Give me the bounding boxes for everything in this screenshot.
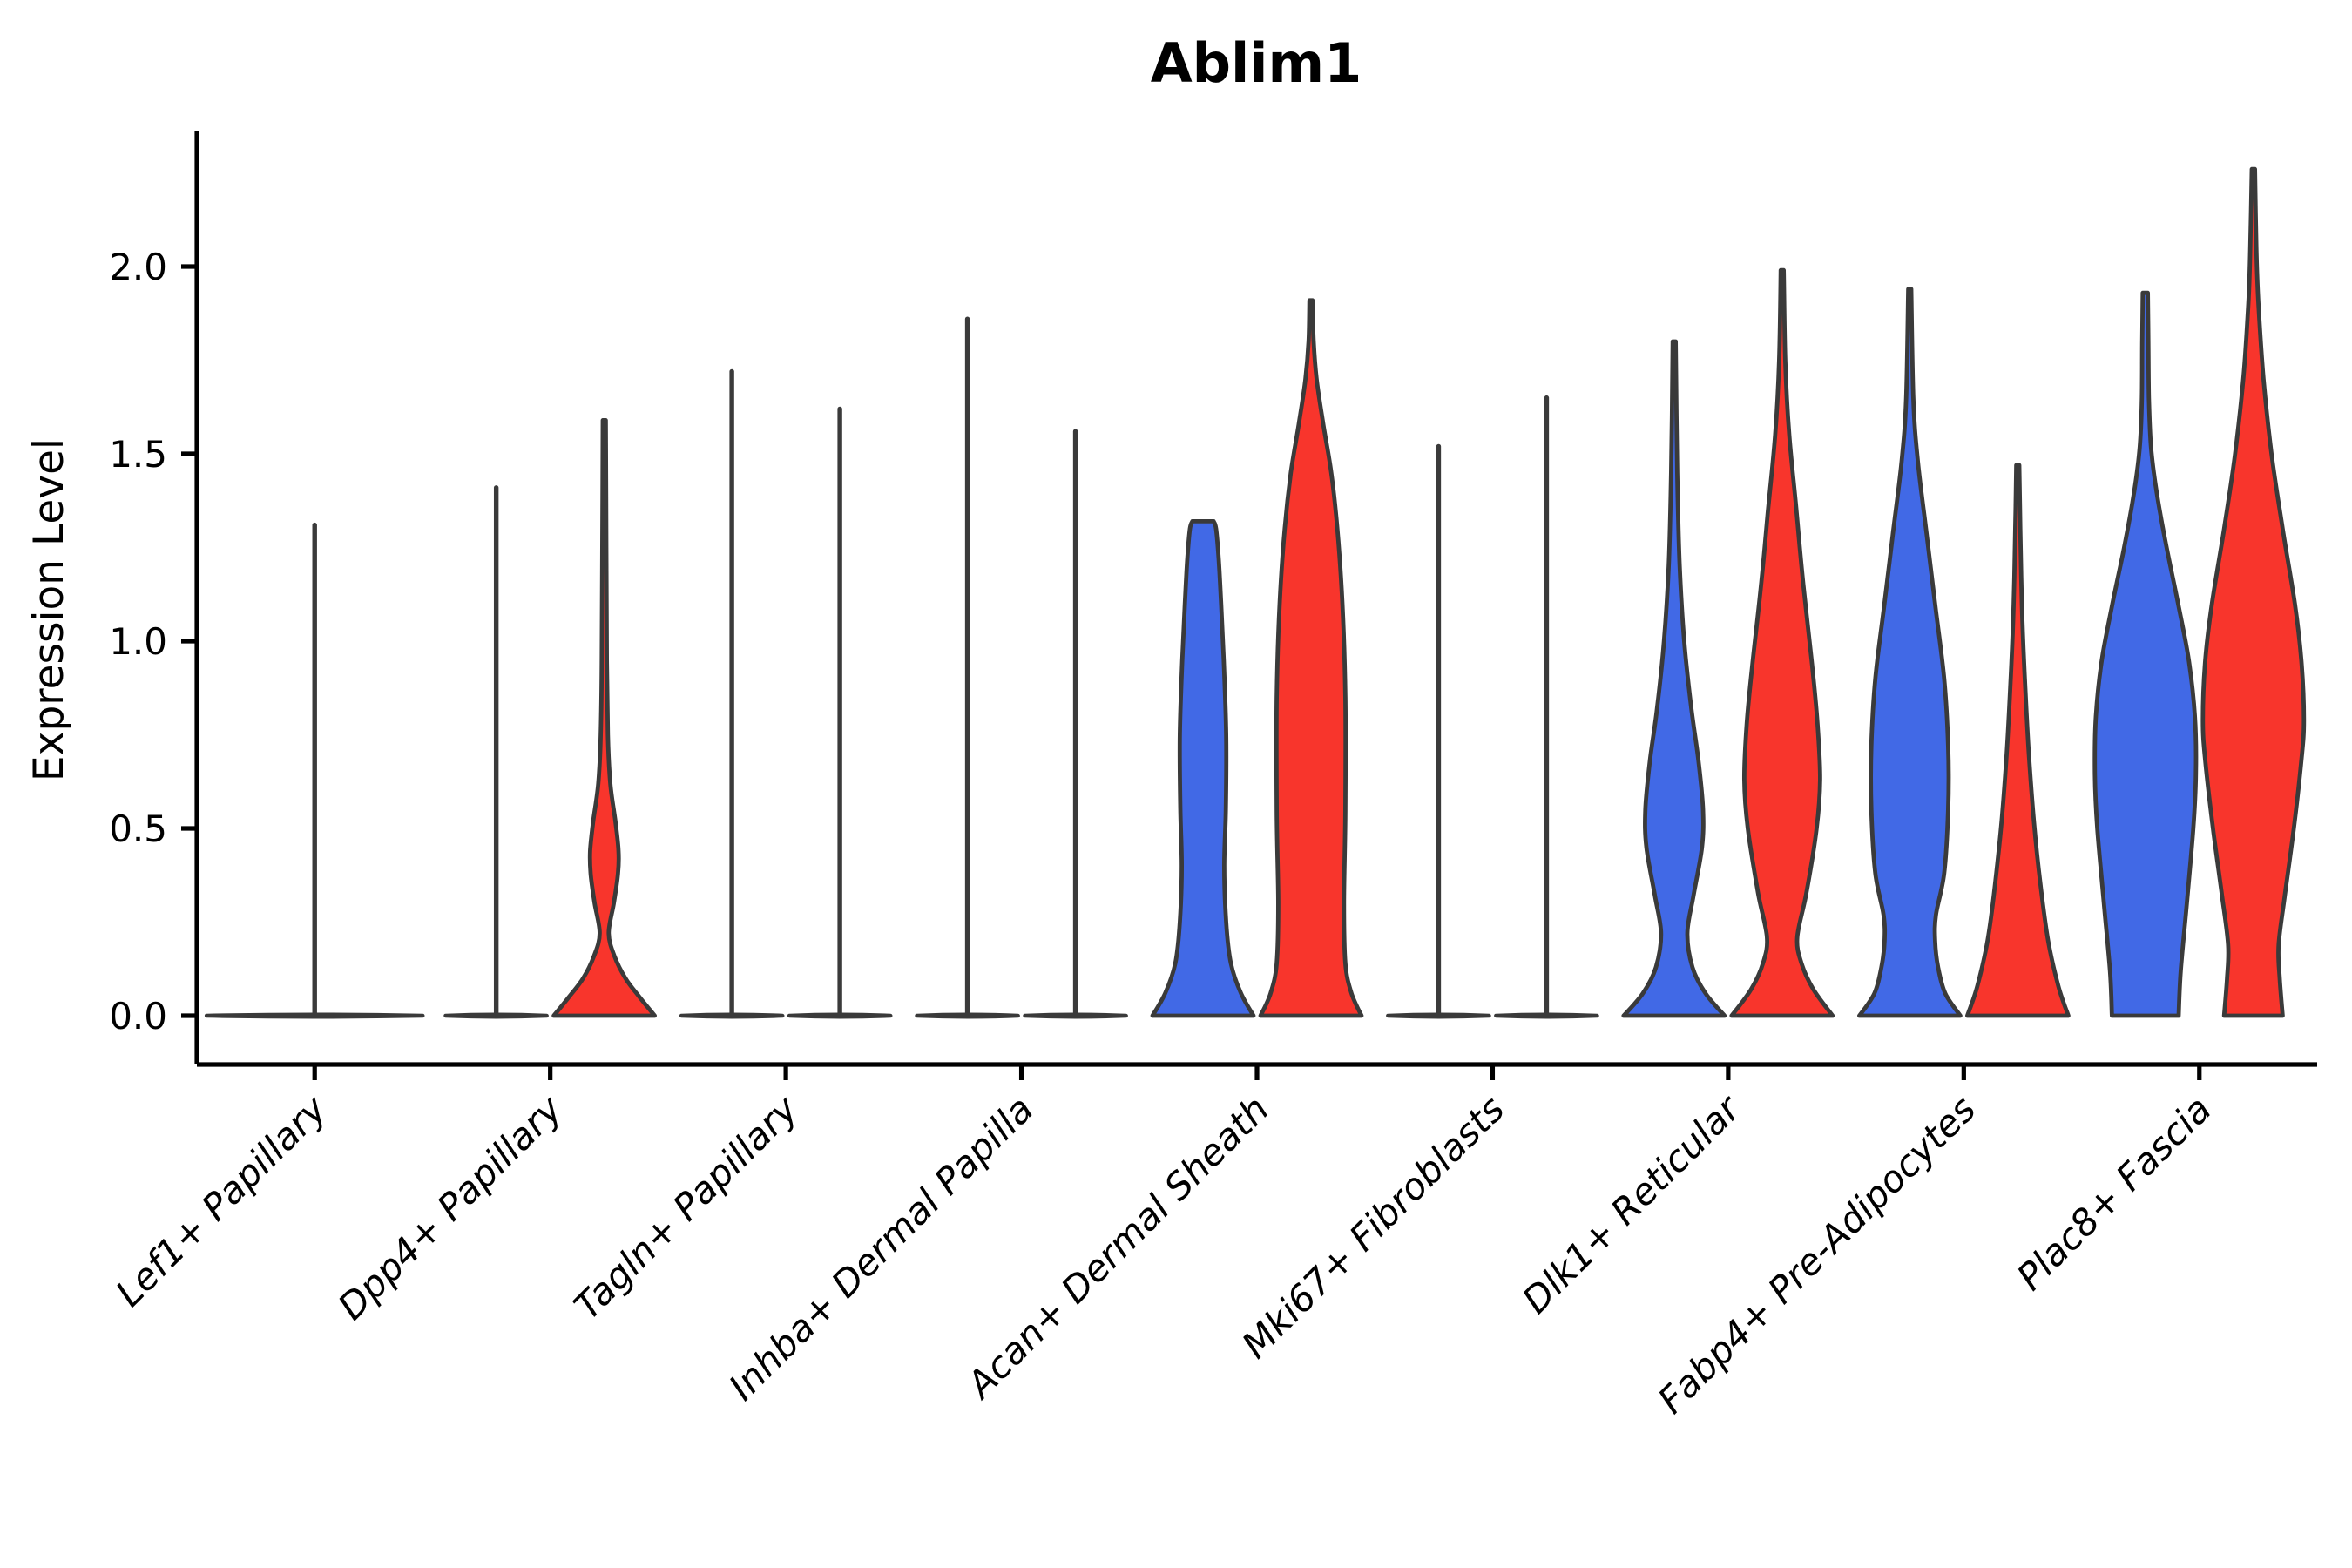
y-tick-label: 2.0 xyxy=(109,246,167,288)
violin xyxy=(1965,463,2071,1018)
x-tick-label: Dlk1+ Reticular xyxy=(1514,1085,1750,1321)
y-axis-label: Expression Level xyxy=(25,438,73,781)
x-tick-label: Plac8+ Fascia xyxy=(2009,1087,2220,1298)
y-tick-label: 1.0 xyxy=(109,620,167,663)
y-tick-label: 0.0 xyxy=(109,995,167,1037)
chart-title: Ablim1 xyxy=(1151,31,1362,95)
violin xyxy=(2200,166,2307,1018)
violin-series xyxy=(204,166,2307,1019)
violin xyxy=(1150,519,1256,1018)
violin xyxy=(1857,287,1963,1018)
violin xyxy=(2092,290,2199,1018)
x-tick-label: Lef1+ Papillary xyxy=(107,1087,335,1315)
violin xyxy=(1621,339,1727,1018)
x-tick-label: Mki67+ Fibroblasts xyxy=(1233,1087,1512,1366)
x-tick-label: Dpp4+ Papillary xyxy=(330,1087,571,1328)
y-tick-label: 0.5 xyxy=(109,808,167,850)
violin xyxy=(1729,267,1835,1018)
y-tick-label: 1.5 xyxy=(109,433,167,476)
violin xyxy=(1258,298,1364,1018)
x-tick-label: Tagln+ Papillary xyxy=(565,1087,807,1328)
violin xyxy=(551,418,657,1018)
